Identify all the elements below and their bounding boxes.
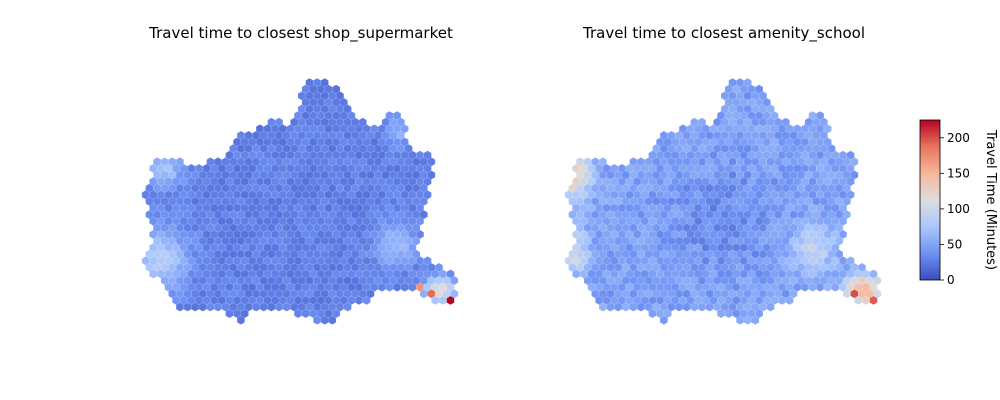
chart-title-school: Travel time to closest amenity_school xyxy=(583,24,865,42)
hexbin-map-supermarket xyxy=(141,77,459,325)
hex-cell xyxy=(705,302,714,312)
hex-cell xyxy=(213,302,223,312)
hex-cell xyxy=(842,289,851,299)
hex-cell xyxy=(362,295,371,306)
hex-cell xyxy=(861,295,870,306)
hex-cell xyxy=(751,315,760,325)
hex-cell xyxy=(438,295,447,306)
hex-cell xyxy=(648,308,657,319)
hex-cell xyxy=(400,282,409,292)
hex-cell xyxy=(675,302,684,312)
hex-cell xyxy=(606,302,615,312)
hex-cell xyxy=(355,295,363,306)
hex-cell xyxy=(225,308,234,319)
hex-cell xyxy=(328,315,337,325)
hex-cell xyxy=(717,308,726,319)
hex-cell xyxy=(313,315,322,325)
hex-cell xyxy=(785,295,794,306)
hex-cell xyxy=(766,302,775,312)
colorbar-tick-label: 200 xyxy=(947,131,970,145)
hex-cell xyxy=(621,302,630,312)
hex-cell xyxy=(682,302,691,312)
chart-title-supermarket: Travel time to closest shop_supermarket xyxy=(149,24,453,42)
hex-cell xyxy=(431,295,440,306)
hex-cell xyxy=(408,282,417,292)
colorbar-tick-label: 150 xyxy=(947,166,970,180)
hex-cell xyxy=(175,302,184,312)
hex-cell xyxy=(320,315,329,325)
hex-cell xyxy=(393,282,402,292)
hex-cell xyxy=(259,302,268,312)
hex-cell xyxy=(659,315,668,325)
hex-cell xyxy=(869,295,878,306)
colorbar-gradient xyxy=(919,119,941,281)
hex-cell xyxy=(808,282,817,292)
hex-cell xyxy=(343,302,352,312)
hex-cell xyxy=(637,302,645,312)
hex-cell xyxy=(282,302,291,312)
hex-cell xyxy=(252,302,261,312)
hex-cell xyxy=(236,315,245,325)
hex-cell xyxy=(823,282,832,292)
hex-cell xyxy=(854,295,863,306)
hex-cell xyxy=(206,302,215,312)
colorbar-tick-label: 50 xyxy=(947,237,962,251)
hex-cell xyxy=(598,302,607,312)
colorbar-label: Travel Time (Minutes) xyxy=(983,129,998,270)
hexbin-map-school xyxy=(564,77,882,325)
hex-cell xyxy=(183,302,192,312)
colorbar: 0 50 100 150 200 Travel Time (Minutes) xyxy=(919,119,998,287)
hex-cell xyxy=(698,302,706,312)
hex-cell xyxy=(275,302,283,312)
hex-cell xyxy=(724,308,733,319)
hex-cell xyxy=(267,302,276,312)
hex-cell xyxy=(377,282,386,292)
colorbar-tick-label: 100 xyxy=(947,202,970,216)
hex-cell xyxy=(301,308,310,319)
hex-cell xyxy=(816,282,825,292)
hex-cell xyxy=(198,302,207,312)
hex-cell xyxy=(149,269,158,279)
hex-cell xyxy=(800,282,809,292)
hex-cell xyxy=(743,315,752,325)
hex-cell xyxy=(778,295,786,306)
hex-cell xyxy=(446,295,455,306)
hex-cell xyxy=(614,302,623,312)
hex-cell xyxy=(629,302,638,312)
hex-cell xyxy=(294,308,303,319)
hex-cell xyxy=(419,289,428,299)
hex-cell xyxy=(191,302,200,312)
hex-cell xyxy=(831,282,840,292)
hex-cell xyxy=(385,282,394,292)
hex-cell xyxy=(690,302,699,312)
colorbar-tick-label: 0 xyxy=(947,273,955,287)
hex-cell xyxy=(572,269,581,279)
hex-cell xyxy=(736,315,745,325)
